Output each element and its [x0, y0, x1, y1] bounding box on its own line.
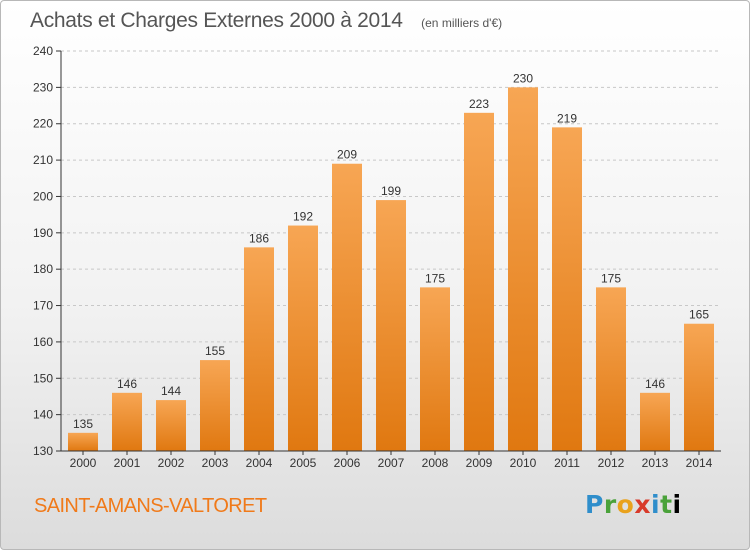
chart-title-row: Achats et Charges Externes 2000 à 2014 (… — [30, 9, 502, 33]
x-tick-label: 2006 — [334, 456, 361, 470]
chart-units: (en milliers d'€) — [421, 16, 503, 30]
data-label: 219 — [557, 111, 577, 125]
x-tick-label: 2002 — [158, 456, 185, 470]
x-tick-label: 2004 — [246, 456, 273, 470]
bar — [552, 127, 582, 451]
x-tick-label: 2005 — [290, 456, 317, 470]
y-tick-label: 170 — [33, 299, 53, 313]
bar — [332, 163, 362, 451]
y-tick-label: 150 — [33, 371, 53, 385]
y-tick-label: 190 — [33, 226, 53, 240]
bar — [68, 432, 98, 451]
x-tick-label: 2011 — [554, 456, 580, 470]
bar — [640, 392, 670, 451]
x-tick-label: 2001 — [114, 456, 141, 470]
y-tick-label: 180 — [33, 262, 53, 276]
bar — [684, 323, 714, 451]
data-label: 223 — [469, 97, 489, 111]
labels: 130 140 150 160 170 180 190 200 210 220 230 240 135 2… — [33, 44, 713, 470]
data-label: 165 — [689, 308, 709, 322]
data-label: 230 — [513, 71, 533, 85]
bar — [288, 225, 318, 451]
data-label: 146 — [645, 377, 665, 391]
bar — [376, 200, 406, 451]
bar — [112, 392, 142, 451]
y-tick-label: 160 — [33, 335, 53, 349]
y-tick-label: 140 — [33, 408, 53, 422]
y-tick-label: 130 — [33, 444, 53, 458]
data-label: 199 — [381, 184, 401, 198]
bar — [200, 360, 230, 451]
bar — [508, 87, 538, 451]
data-label: 192 — [293, 210, 313, 224]
y-tick-label: 240 — [33, 44, 53, 58]
x-tick-label: 2013 — [642, 456, 669, 470]
y-tick-label: 200 — [33, 189, 53, 203]
bar — [420, 287, 450, 451]
x-tick-label: 2007 — [378, 456, 405, 470]
x-tick-label: 2012 — [598, 456, 625, 470]
data-label: 186 — [249, 231, 269, 245]
data-label: 135 — [73, 417, 93, 431]
bar — [156, 400, 186, 451]
x-tick-label: 2000 — [70, 456, 97, 470]
proxiti-logo[interactable]: Proxiti — [585, 490, 682, 519]
y-tick-label: 220 — [33, 117, 53, 131]
data-label: 175 — [601, 271, 621, 285]
data-label: 144 — [161, 384, 181, 398]
bar — [244, 247, 274, 451]
data-label: 209 — [337, 148, 357, 162]
x-tick-label: 2008 — [422, 456, 449, 470]
x-tick-label: 2009 — [466, 456, 493, 470]
axes — [56, 50, 721, 455]
x-tick-label: 2003 — [202, 456, 229, 470]
x-tick-label: 2014 — [686, 456, 713, 470]
chart-title: Achats et Charges Externes 2000 à 2014 — [30, 9, 403, 32]
bar — [464, 112, 494, 452]
bar — [596, 287, 626, 451]
data-label: 175 — [425, 271, 445, 285]
y-tick-label: 230 — [33, 80, 53, 94]
data-label: 146 — [117, 377, 137, 391]
bars — [68, 87, 714, 452]
data-label: 155 — [205, 344, 225, 358]
town-name: SAINT-AMANS-VALTORET — [34, 495, 267, 517]
x-tick-label: 2010 — [510, 456, 537, 470]
y-tick-label: 210 — [33, 153, 53, 167]
